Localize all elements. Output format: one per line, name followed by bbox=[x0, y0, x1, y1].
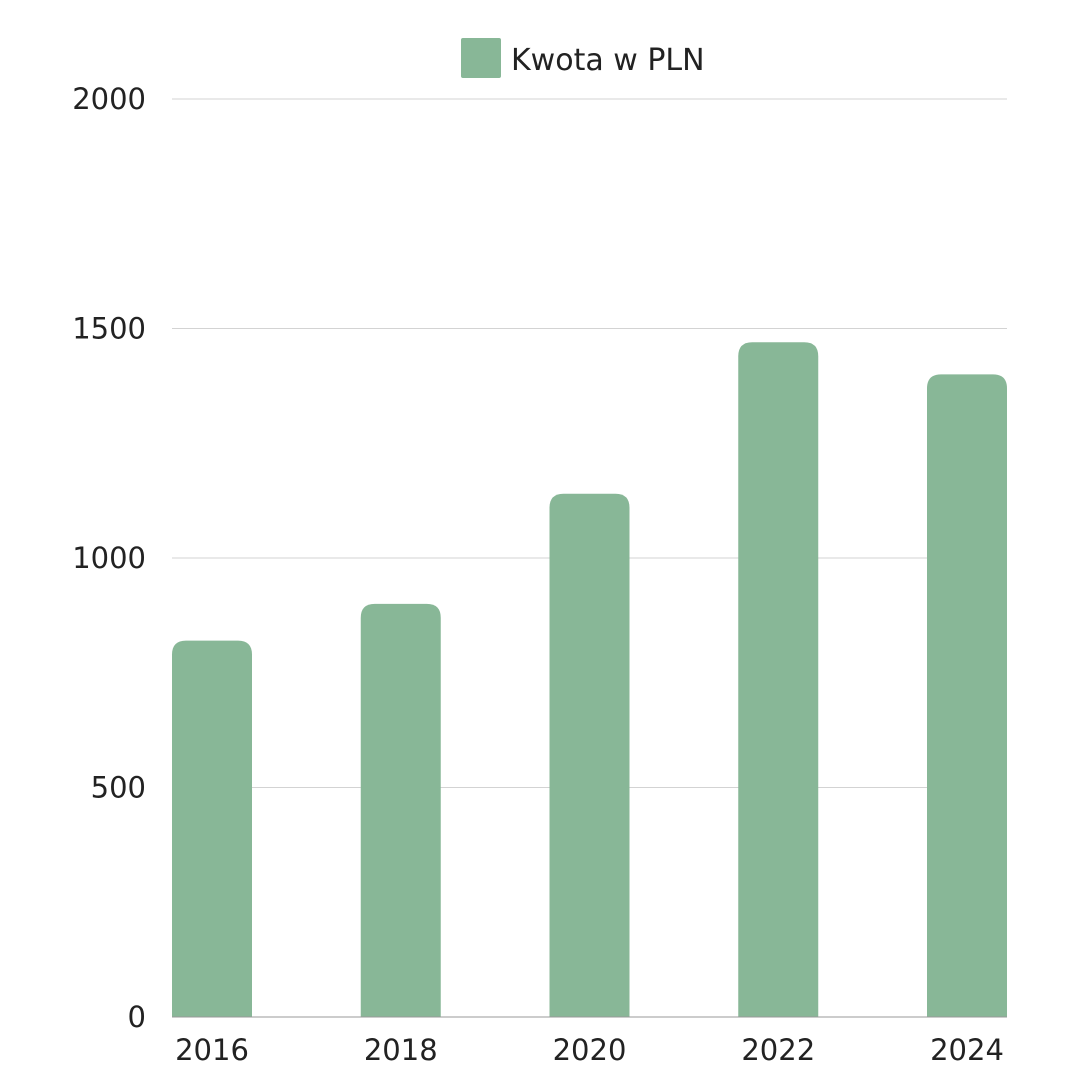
x-tick-label: 2016 bbox=[175, 1033, 249, 1067]
bar-2022 bbox=[738, 342, 819, 1017]
y-tick-label: 500 bbox=[91, 771, 146, 805]
y-tick-label: 1000 bbox=[72, 541, 146, 575]
x-tick-label: 2020 bbox=[553, 1033, 627, 1067]
y-tick-label: 1500 bbox=[72, 312, 146, 346]
legend-swatch bbox=[461, 38, 501, 78]
bar-2016 bbox=[172, 640, 252, 1017]
x-tick-label: 2024 bbox=[930, 1033, 1004, 1067]
y-axis-ticks: 0 500 1000 1500 2000 bbox=[72, 82, 146, 1034]
bar-2020 bbox=[549, 493, 630, 1017]
x-tick-label: 2022 bbox=[741, 1033, 815, 1067]
bar-2024 bbox=[927, 374, 1007, 1017]
y-tick-label: 0 bbox=[128, 1000, 146, 1034]
x-tick-label: 2018 bbox=[364, 1033, 438, 1067]
x-axis-ticks: 2016 2018 2020 2022 2024 bbox=[175, 1033, 1004, 1067]
bars bbox=[172, 342, 1007, 1017]
legend: Kwota w PLN bbox=[461, 38, 705, 78]
y-tick-label: 2000 bbox=[72, 82, 146, 116]
bar-2018 bbox=[360, 603, 441, 1017]
legend-label: Kwota w PLN bbox=[511, 43, 705, 78]
